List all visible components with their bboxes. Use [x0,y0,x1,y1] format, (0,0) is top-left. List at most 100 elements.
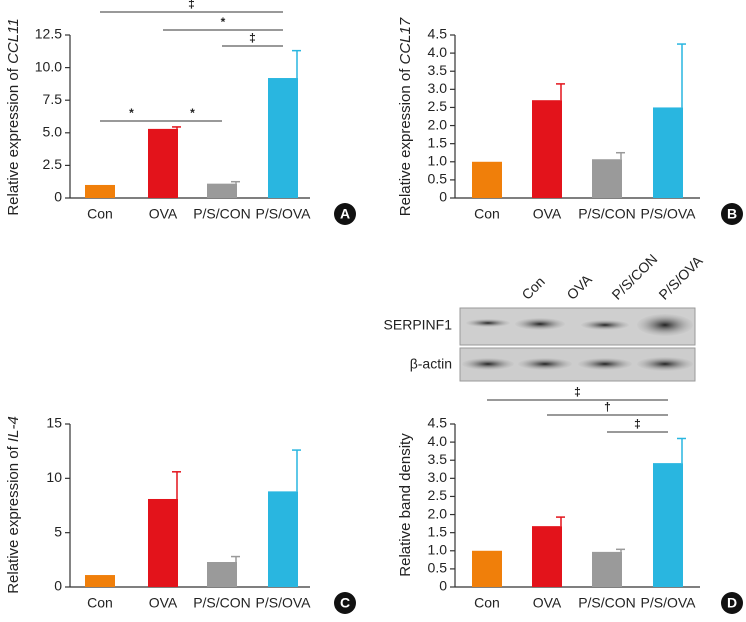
x-tick-label: P/S/CON [578,595,636,611]
y-tick-label: 2.5 [428,98,448,114]
x-tick-label: P/S/OVA [641,206,697,222]
bar [85,184,115,198]
y-tick-label: 4.0 [428,44,448,60]
significance-label: * [129,106,134,120]
y-tick-label: 10.0 [35,58,62,74]
chart-panel: 0 5 10 15 Con OVA P/S/CON P/S/OVA Relative expre… [5,415,356,614]
chart-panel: 0 2.5 5.0 7.5 10.0 12.5 Con OVA P/S/CON P/S/OVA ‡ *… [5,0,356,225]
panel-label: C [340,595,350,611]
error-bar [292,49,301,79]
y-tick-label: 15 [46,415,62,431]
y-tick-label: 1.5 [428,134,448,150]
significance-label: * [190,106,195,120]
x-tick-label: OVA [533,595,562,611]
blot-lane-label: OVA [563,271,595,303]
y-axis-label: Relative expression of CCL11 [5,18,22,215]
significance-label: ‡ [249,31,256,45]
panel-badge [334,203,356,225]
error-bar [172,126,181,129]
error-bar [677,437,686,464]
panel-badge [721,592,743,614]
chart-panel: 0 0.5 1.0 1.5 2.0 2.5 3.0 3.5 4.0 4.5 Con OVA P/S/CO… [397,17,743,225]
bar [653,463,683,587]
western-blot: SERPINF1 β-actin Con OVA P/S/CON P/S/OVA [384,251,706,382]
bar [148,128,178,198]
band [637,357,693,371]
error-bar [616,548,625,552]
error-bar [556,516,565,527]
band [581,320,629,330]
error-bar [292,449,301,492]
y-axis-label-text: Relative expression of [5,64,22,216]
y-axis-label-text: Relative expression of [5,442,22,594]
y-tick-label: 2.5 [428,487,448,503]
y-tick-label: 2.0 [428,505,448,521]
y-tick-label: 5 [54,523,62,539]
x-tick-label: OVA [149,595,178,611]
band [637,314,693,336]
y-axis-label-gene: CCL11 [5,18,22,64]
y-tick-label: 12.5 [35,26,62,42]
bar [148,498,178,587]
y-tick-label: 10 [46,469,62,485]
y-tick-label: 0 [439,578,447,594]
y-tick-label: 0.5 [428,560,448,576]
y-tick-label: 4.5 [428,26,448,42]
y-axis-label: Relative band density [397,433,414,577]
band [518,358,572,370]
band [462,358,514,370]
blot-lane-label: P/S/CON [608,251,660,303]
y-tick-label: 0 [54,189,62,205]
bar [472,550,502,587]
band [466,319,510,327]
x-tick-label: P/S/CON [578,206,636,222]
panel-badge [721,203,743,225]
blot-lane-label: P/S/OVA [655,252,706,303]
y-axis-label: Relative expression of IL-4 [5,416,22,594]
band [578,358,632,370]
bar [532,526,562,587]
bar [472,161,502,198]
y-axis-label: Relative expression of CCL17 [397,17,414,216]
x-tick-label: P/S/OVA [256,206,312,222]
bar [653,107,683,198]
x-tick-label: OVA [149,206,178,222]
significance-label: ‡ [574,385,581,399]
x-tick-label: P/S/CON [193,206,251,222]
x-tick-label: OVA [533,206,562,222]
x-tick-label: Con [474,595,500,611]
x-tick-label: P/S/OVA [641,595,697,611]
blot-row-label: β-actin [410,356,452,372]
y-tick-label: 0 [54,578,62,594]
y-axis-label-text: Relative expression of [397,64,414,216]
bar [592,551,622,587]
bar [207,183,237,198]
blot-lane-label: Con [518,273,547,302]
y-tick-label: 2.0 [428,116,448,132]
x-tick-label: Con [474,206,500,222]
significance-label: ‡ [634,417,641,431]
panel-label: A [340,206,350,222]
panel-badge [334,592,356,614]
y-tick-label: 7.5 [43,91,63,107]
x-tick-label: Con [87,206,113,222]
bar [207,562,237,587]
y-tick-label: 1.0 [428,541,448,557]
x-tick-label: P/S/OVA [256,595,312,611]
y-tick-label: 3.5 [428,451,448,467]
significance-label: * [221,15,226,29]
error-bar [231,555,240,563]
y-tick-label: 3.0 [428,80,448,96]
band [515,318,565,330]
y-tick-label: 1.5 [428,523,448,539]
y-axis-label-gene: IL-4 [5,416,22,442]
error-bar [172,471,181,499]
bar [532,100,562,198]
y-tick-label: 1.0 [428,152,448,168]
y-tick-label: 4.5 [428,415,448,431]
bar [85,575,115,587]
y-tick-label: 3.0 [428,469,448,485]
x-tick-label: Con [87,595,113,611]
y-axis-label-text: Relative band density [397,433,414,577]
